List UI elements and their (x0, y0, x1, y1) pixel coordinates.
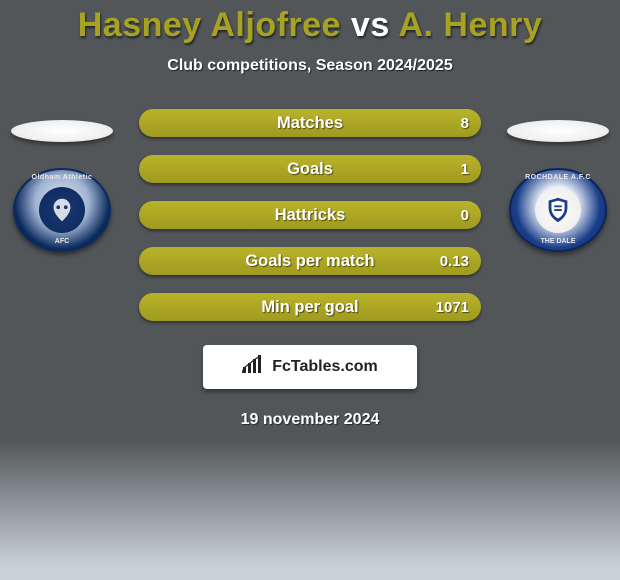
stat-label: Hattricks (139, 206, 481, 225)
stat-value-right: 8 (461, 115, 469, 132)
date-text: 19 november 2024 (0, 411, 620, 429)
stat-row-matches: Matches 8 (139, 109, 481, 137)
stat-label: Goals per match (139, 252, 481, 271)
stat-row-goals-per-match: Goals per match 0.13 (139, 247, 481, 275)
comparison-card: Hasney Aljofree vs A. Henry Club competi… (0, 0, 620, 580)
stat-value-right: 0 (461, 207, 469, 224)
stat-row-min-per-goal: Min per goal 1071 (139, 293, 481, 321)
stat-value-right: 1071 (436, 299, 469, 316)
shield-icon (535, 187, 581, 233)
bottom-fade (0, 440, 620, 580)
player2-club-crest: ROCHDALE A.F.C THE DALE (509, 168, 607, 252)
crest-bottom-text: AFC (15, 238, 109, 245)
owl-icon (39, 187, 85, 233)
stat-label: Matches (139, 114, 481, 133)
player2-avatar-placeholder (507, 120, 609, 142)
stat-value-right: 0.13 (440, 253, 469, 270)
stat-label: Min per goal (139, 298, 481, 317)
player1-name: Hasney Aljofree (78, 6, 341, 44)
stat-row-hattricks: Hattricks 0 (139, 201, 481, 229)
stat-label: Goals (139, 160, 481, 179)
page-title: Hasney Aljofree vs A. Henry (0, 0, 620, 45)
brand-text: FcTables.com (272, 358, 378, 376)
brand-link[interactable]: FcTables.com (203, 345, 417, 389)
subtitle: Club competitions, Season 2024/2025 (0, 57, 620, 75)
stat-value-right: 1 (461, 161, 469, 178)
crest-top-text: ROCHDALE A.F.C (511, 174, 605, 181)
crest-bottom-text: THE DALE (511, 238, 605, 245)
crest-top-text: Oldham Athletic (15, 174, 109, 181)
stat-row-goals: Goals 1 (139, 155, 481, 183)
right-player-block: ROCHDALE A.F.C THE DALE (504, 120, 612, 252)
player1-avatar-placeholder (11, 120, 113, 142)
player1-club-crest: Oldham Athletic AFC (13, 168, 111, 252)
player2-name: A. Henry (398, 6, 542, 44)
vs-label: vs (351, 6, 390, 44)
bar-chart-icon (242, 355, 266, 380)
left-player-block: Oldham Athletic AFC (8, 120, 116, 252)
